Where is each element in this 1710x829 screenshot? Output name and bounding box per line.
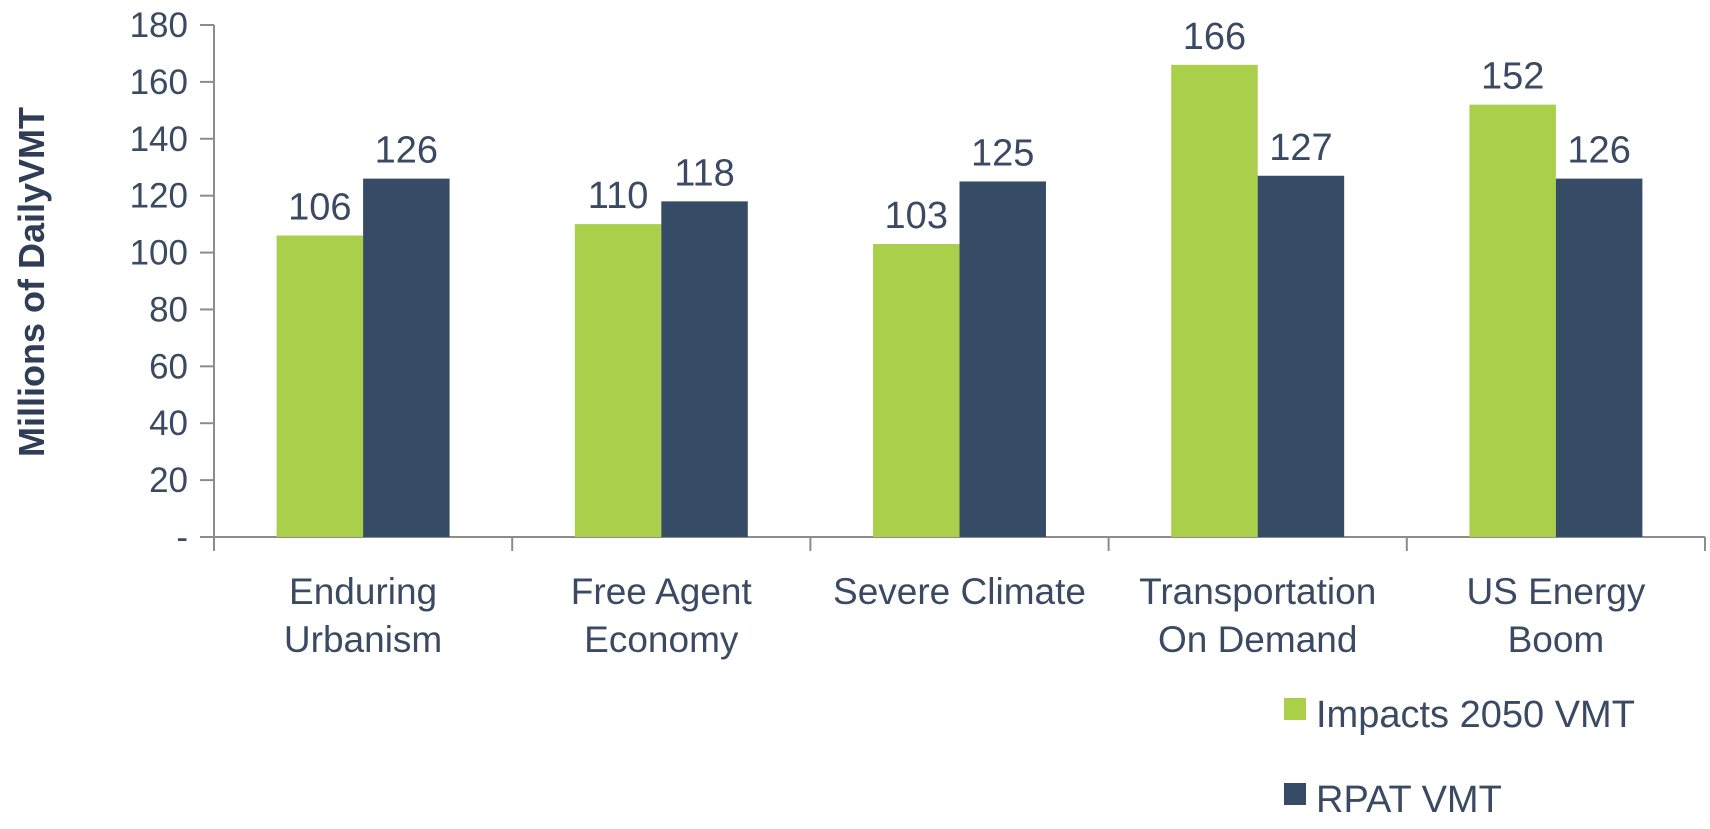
y-axis: - 20 40 60 80 100 120 140 160 180	[130, 6, 215, 557]
bar-value-label: 152	[1481, 56, 1544, 98]
y-tick-label: 160	[130, 63, 188, 102]
bars	[276, 64, 1643, 538]
bar	[276, 235, 364, 537]
y-tick-label: 180	[130, 6, 188, 45]
y-axis-title: Millions of DailyVMT	[11, 107, 52, 457]
bar-value-label: 118	[674, 152, 735, 194]
x-tick-label-line: Economy	[584, 619, 739, 660]
y-tick-label: 60	[149, 347, 188, 386]
x-tick-label-line: US Energy	[1466, 571, 1645, 612]
bar-value-label: 126	[375, 130, 438, 172]
x-axis: Enduring Urbanism Free Agent Economy Severe …	[213, 536, 1706, 660]
y-tick-label: 120	[130, 177, 188, 216]
legend-label: Impacts 2050 VMT	[1316, 694, 1635, 736]
x-tick-label-line: Boom	[1508, 619, 1605, 660]
x-tick-label-line: Free Agent	[571, 571, 753, 612]
x-tick-label-line: Enduring	[289, 571, 437, 612]
bar	[1171, 64, 1258, 538]
legend-label: RPAT VMT	[1316, 779, 1502, 821]
data-labels: 106 110 103 166 152 126 118 125 127 126	[288, 16, 1631, 237]
y-tick-label: -	[176, 518, 188, 557]
bar-value-label: 125	[971, 132, 1034, 174]
x-tick-label-line: Urbanism	[284, 619, 442, 660]
y-tick-label: 20	[149, 461, 188, 500]
bar	[959, 181, 1046, 537]
bar-value-label: 110	[588, 175, 649, 217]
y-tick-label: 100	[130, 234, 188, 273]
bar	[1257, 175, 1345, 537]
x-tick-label: Enduring Urbanism	[284, 571, 442, 660]
bar-value-label: 166	[1183, 16, 1246, 58]
y-tick-label: 140	[130, 120, 188, 159]
legend-swatch	[1284, 783, 1306, 805]
bar	[574, 224, 662, 537]
x-tick-label-line: Severe Climate	[833, 571, 1086, 612]
bar-value-label: 103	[885, 195, 948, 237]
bar	[661, 201, 748, 537]
x-tick-label-line: On Demand	[1158, 619, 1358, 660]
bar-value-label: 126	[1567, 130, 1630, 172]
bar-value-label: 127	[1269, 127, 1332, 169]
bar	[1555, 178, 1643, 537]
legend: Impacts 2050 VMT RPAT VMT	[1284, 694, 1635, 821]
bar	[363, 178, 450, 537]
y-tick-label: 80	[149, 290, 188, 329]
x-tick-label-line: Transportation	[1139, 571, 1376, 612]
x-tick-label: Severe Climate	[833, 571, 1086, 612]
x-tick-label: Free Agent Economy	[571, 571, 753, 660]
x-tick-label: Transportation On Demand	[1139, 571, 1376, 660]
bar	[873, 244, 960, 537]
x-tick-label: US Energy Boom	[1466, 571, 1645, 660]
bar-value-label: 106	[288, 186, 351, 228]
bar	[1469, 104, 1556, 538]
y-tick-label: 40	[149, 404, 188, 443]
legend-swatch	[1284, 698, 1306, 720]
